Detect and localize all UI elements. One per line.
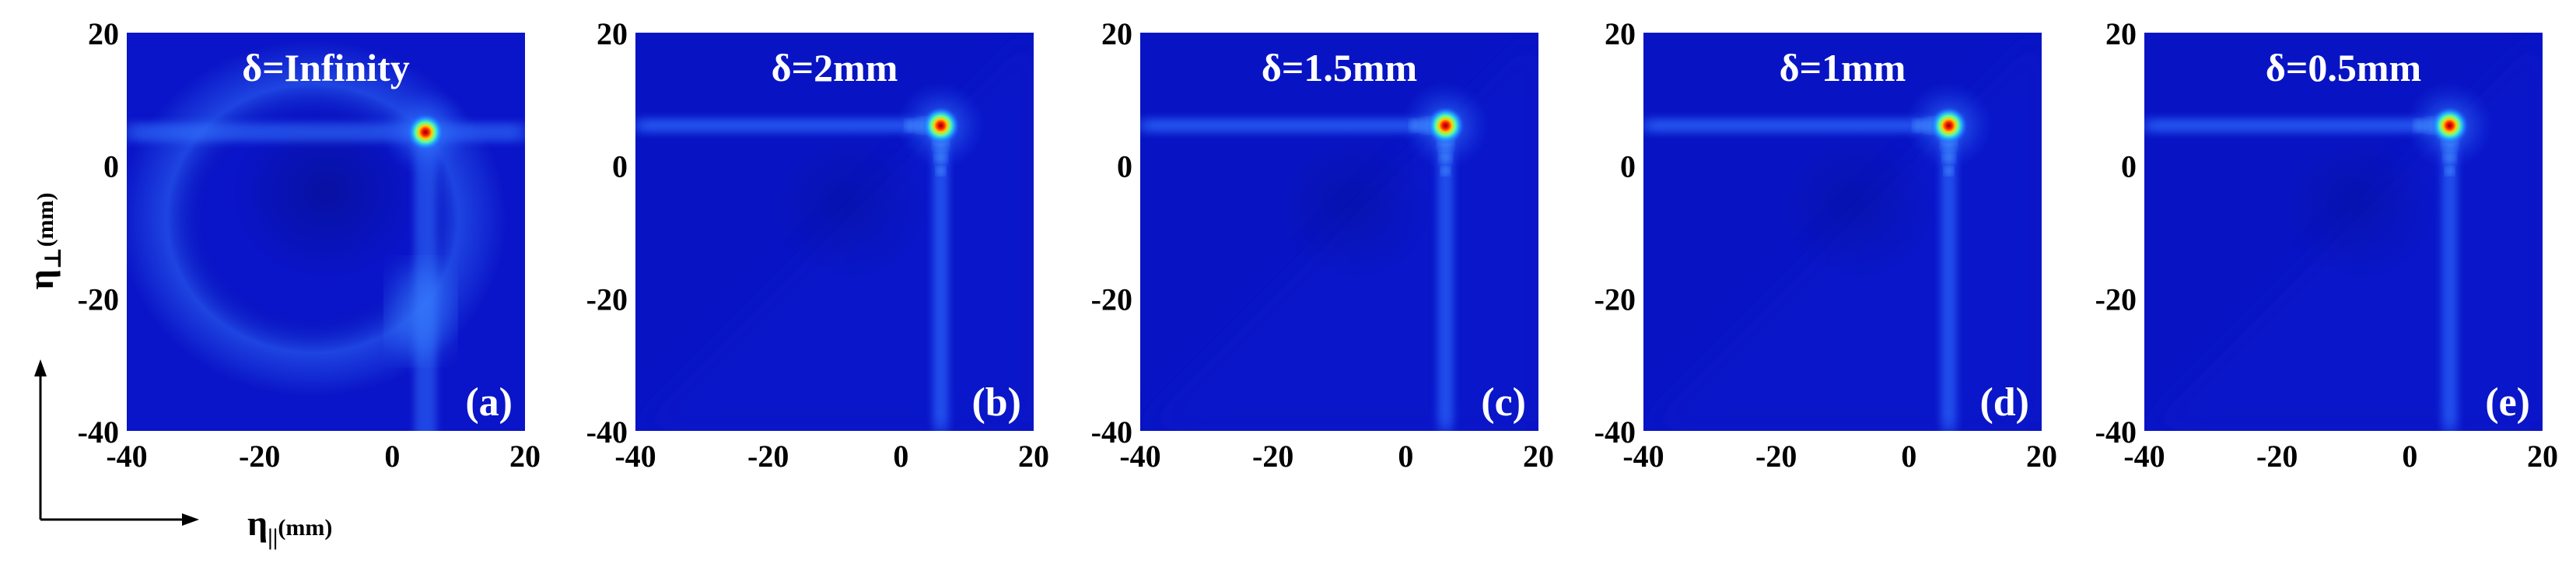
vertical-streak (933, 125, 949, 431)
y-tick-label: -40 (78, 415, 119, 450)
y-axis-label-main: η (21, 269, 61, 289)
x-tick-label: 20 (509, 439, 541, 474)
intensity-peak (1426, 107, 1465, 145)
y-tick-label: 0 (103, 149, 119, 184)
heatmap-panel-1: 20 0 -20 -40-40 -20 0 20 δ=Infinity (a) (78, 16, 541, 474)
y-tick-label: -20 (2095, 282, 2137, 317)
panel-label: (b) (971, 380, 1021, 425)
panel-title: δ=1mm (1780, 46, 1906, 89)
y-tick-label: 20 (88, 16, 119, 51)
panel-label: (c) (1481, 380, 1526, 425)
intensity-peak (2431, 107, 2469, 145)
heatmap-image (1643, 33, 2042, 431)
horizontal-streak (2144, 118, 2450, 133)
x-tick-label: 20 (2527, 439, 2558, 474)
y-axis-label-unit: (mm) (33, 193, 58, 247)
svg-text:η||(mm): η||(mm) (247, 503, 332, 550)
x-axis-label: η||(mm) (247, 503, 332, 550)
y-tick-label: 20 (597, 16, 628, 51)
heatmap-image (2144, 33, 2543, 431)
y-tick-label: 20 (1605, 16, 1636, 51)
intensity-dark-core (2279, 131, 2435, 279)
horizontal-streak (635, 118, 941, 133)
y-tick-label: 0 (1117, 149, 1132, 184)
intensity-dark-core (1275, 131, 1431, 279)
x-tick-label: -20 (1755, 439, 1797, 474)
intensity-dark-core (1778, 131, 1934, 279)
vertical-streak (2441, 125, 2458, 431)
panel-title: δ=1.5mm (1262, 46, 1417, 89)
x-tick-label: -40 (614, 439, 656, 474)
heatmap-panel-4: 20 0 -20 -40-40 -20 0 20 δ=1mm (d) (1594, 16, 2057, 474)
x-tick-label: 0 (1901, 439, 1916, 474)
panel-label: (a) (465, 380, 513, 425)
x-tick-label: 0 (893, 439, 908, 474)
x-tick-label: -20 (1252, 439, 1293, 474)
x-tick-label: 0 (384, 439, 400, 474)
x-axis-label-main: η (247, 503, 268, 543)
x-tick-label: 0 (1398, 439, 1413, 474)
x-tick-label: 0 (2402, 439, 2417, 474)
y-tick-label: -20 (1594, 282, 1636, 317)
x-tick-label: -40 (1119, 439, 1160, 474)
y-tick-label: 0 (612, 149, 628, 184)
panel-title: δ=Infinity (242, 46, 410, 89)
y-axis-label-sub: ⊥ (40, 247, 66, 270)
svg-text:η⊥(mm): η⊥(mm) (21, 193, 66, 290)
x-axis-label-unit: (mm) (278, 515, 332, 541)
lower-lobe (390, 264, 452, 359)
y-tick-label: 0 (1620, 149, 1636, 184)
x-tick-label: -40 (2123, 439, 2165, 474)
intensity-peak (1930, 107, 1968, 145)
y-tick-label: -40 (586, 415, 628, 450)
intensity-peak (407, 114, 444, 151)
vertical-arrow-head (34, 359, 47, 376)
y-tick-label: -40 (1091, 415, 1132, 450)
y-tick-label: -20 (78, 282, 119, 317)
horizontal-streak (1643, 118, 1949, 133)
x-tick-label: -20 (2256, 439, 2298, 474)
heatmap-panel-5: 20 0 -20 -40-40 -20 0 20 δ=0.5mm (e) (2095, 16, 2558, 474)
vertical-streak (1941, 125, 1957, 431)
panel-title: δ=0.5mm (2266, 46, 2421, 89)
x-tick-label: -20 (239, 439, 280, 474)
x-tick-label: -20 (747, 439, 789, 474)
horizontal-arrow-head (182, 513, 199, 526)
heatmap-panel-2: 20 0 -20 -40-40 -20 0 20 δ=2mm (b) (586, 16, 1049, 474)
heatmap-image (127, 33, 525, 431)
y-tick-label: 20 (1101, 16, 1132, 51)
vertical-streak (1437, 125, 1454, 431)
heatmap-image (635, 33, 1034, 431)
x-axis-label-sub: || (268, 524, 278, 550)
heatmap-image (1140, 33, 1538, 431)
x-tick-label: 20 (1523, 439, 1554, 474)
y-tick-label: -40 (1594, 415, 1636, 450)
intensity-dark-core (233, 106, 419, 278)
y-tick-label: 20 (2105, 16, 2137, 51)
axis-direction-arrows (34, 359, 199, 526)
x-tick-label: -40 (106, 439, 147, 474)
panel-title: δ=2mm (772, 46, 898, 89)
x-tick-label: 20 (1018, 439, 1049, 474)
intensity-peak (922, 107, 960, 145)
y-tick-label: -20 (586, 282, 628, 317)
y-axis-label: η⊥(mm) (21, 193, 66, 290)
y-tick-label: -20 (1091, 282, 1132, 317)
y-tick-label: -40 (2095, 415, 2137, 450)
x-tick-label: 20 (2026, 439, 2057, 474)
horizontal-streak (1140, 118, 1446, 133)
y-tick-label: 0 (2121, 149, 2137, 184)
heatmap-panel-3: 20 0 -20 -40-40 -20 0 20 δ=1.5mm (c) (1091, 16, 1554, 474)
panel-label: (e) (2485, 380, 2530, 425)
panel-label: (d) (1979, 380, 2029, 425)
intensity-dark-core (770, 131, 926, 279)
x-tick-label: -40 (1622, 439, 1664, 474)
